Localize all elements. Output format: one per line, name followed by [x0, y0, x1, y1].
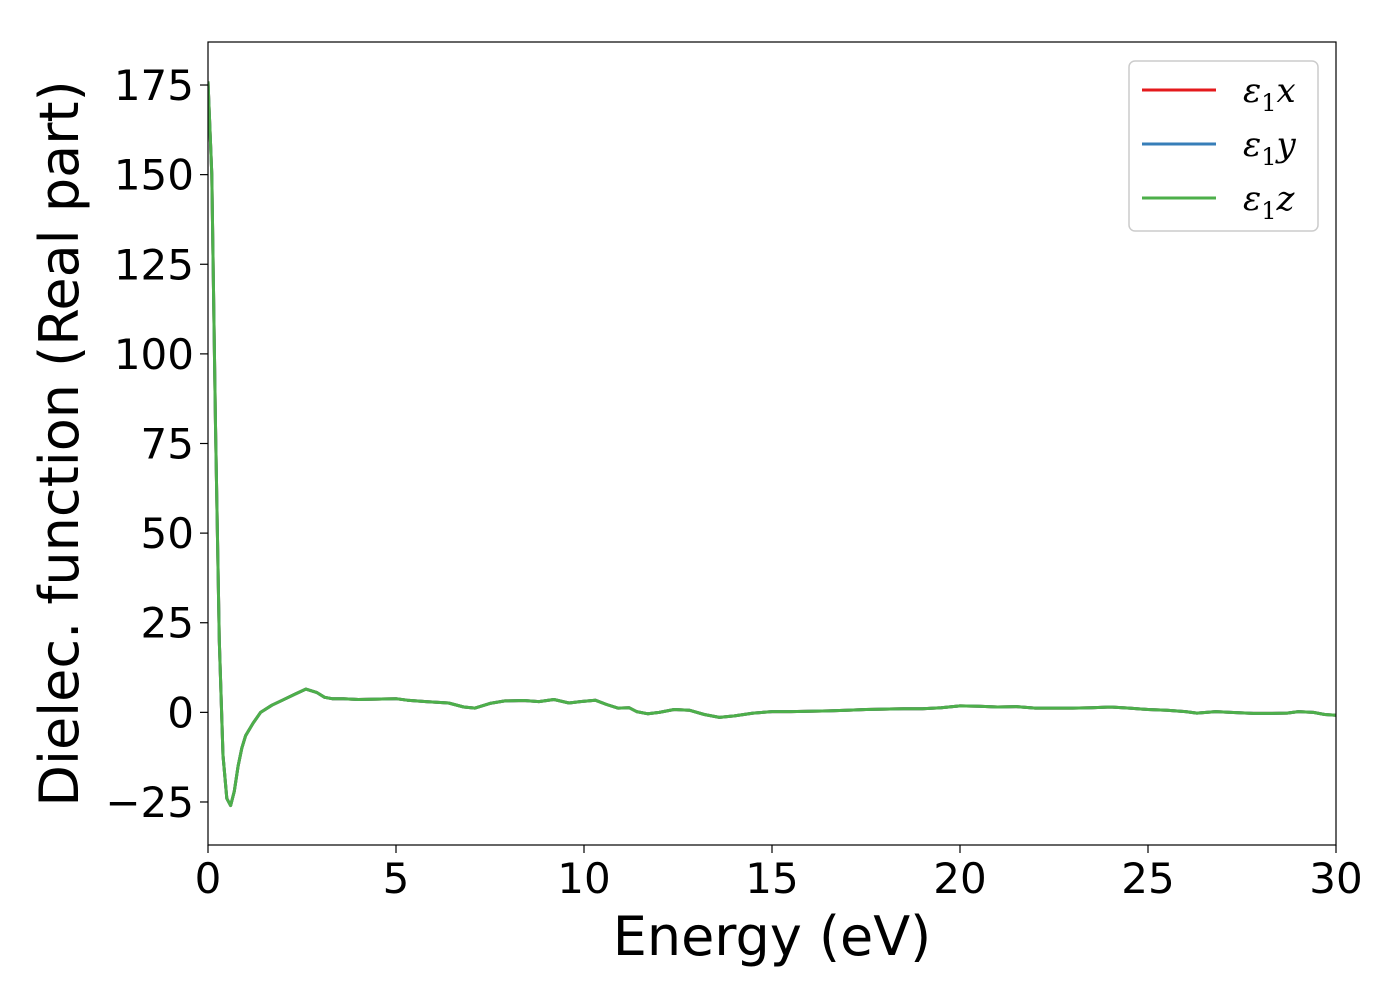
y-tick-label: 175	[114, 61, 194, 110]
x-tick-label: 0	[195, 854, 222, 903]
x-tick-label: 25	[1121, 854, 1174, 903]
x-tick-label: 10	[557, 854, 610, 903]
x-tick-label: 30	[1309, 854, 1362, 903]
y-tick-label: 25	[141, 599, 194, 648]
y-tick-label: 0	[167, 688, 194, 737]
series-layer	[208, 81, 1336, 808]
y-tick-label: 50	[141, 509, 194, 558]
x-tick-label: 15	[745, 854, 798, 903]
y-axis-label: Dielec. function (Real part)	[28, 80, 91, 806]
legend-label-z: ε1z	[1243, 179, 1296, 225]
legend: ε1x ε1y ε1z	[1128, 60, 1319, 232]
x-axis-label: Energy (eV)	[613, 905, 932, 968]
legend-box	[1128, 60, 1319, 232]
y-tick-label: 150	[114, 151, 194, 200]
x-tick-label: 5	[383, 854, 410, 903]
series-line-z	[208, 81, 1336, 808]
y-tick-label: 125	[114, 240, 194, 289]
y-tick-label: 100	[114, 330, 194, 379]
y-tick-label: 75	[141, 420, 194, 469]
y-tick-label: −25	[105, 778, 194, 827]
legend-label-x: ε1x	[1243, 71, 1296, 117]
x-tick-label: 20	[933, 854, 986, 903]
legend-label-y: ε1y	[1243, 125, 1297, 171]
